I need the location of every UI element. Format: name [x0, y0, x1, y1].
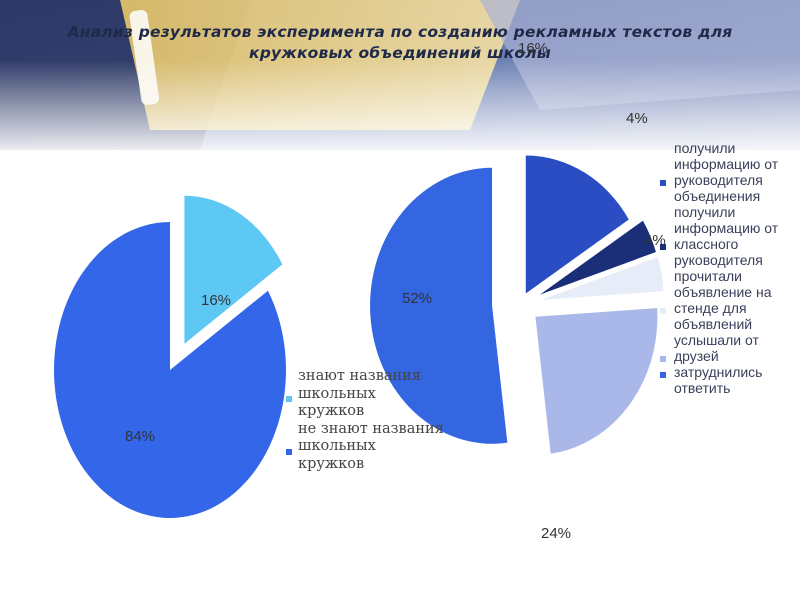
legend-text: не знают названия школьных кружков [298, 420, 444, 472]
legend-text: услышали от друзей [674, 332, 759, 364]
pie1-label-known: 16% [201, 292, 232, 309]
pie2-label-friends: 24% [541, 525, 572, 542]
legend-text: знают названия школьных кружков [298, 368, 421, 419]
legend-swatch [660, 244, 666, 250]
pie2-slice-1 [539, 220, 656, 295]
pie-chart-2 [370, 155, 664, 454]
legend-swatch [660, 372, 666, 378]
legend-swatch [660, 356, 666, 362]
pie2-label-leader: 16% [518, 40, 549, 57]
legend-item: услышали от друзей [660, 332, 792, 364]
title-line-2: кружковых объединений школы [249, 44, 551, 62]
pie2-slice-4 [370, 167, 508, 444]
legend-item: знают названия школьных кружков [286, 368, 446, 421]
pie2-slice-0 [525, 155, 629, 294]
pie1-slice-1 [54, 222, 287, 518]
chart-title: Анализ результатов эксперимента по созда… [0, 22, 800, 64]
pie1-label-unknown: 84% [125, 428, 156, 445]
legend-swatch [286, 396, 292, 402]
legend-swatch [660, 308, 666, 314]
pie2-label-teacher: 4% [626, 110, 648, 127]
pie2-slice-2 [541, 257, 664, 300]
legend-item: не знают названия школьных кружков [286, 421, 446, 474]
pie2-legend: получили информацию от руководителя объе… [660, 140, 792, 396]
decorative-photo-header [0, 0, 800, 160]
pie1-slice-0 [184, 195, 283, 344]
legend-text: затруднились ответить [674, 364, 763, 396]
legend-item: получили информацию от руководителя объе… [660, 140, 792, 204]
legend-text: получили информацию от руководителя объе… [674, 140, 779, 204]
legend-item: прочитали объявление на стенде для объяв… [660, 268, 792, 332]
pie-chart-1 [54, 195, 287, 518]
legend-item: получили информацию от классного руковод… [660, 204, 792, 268]
pie1-legend: знают названия школьных кружков не знают… [286, 368, 446, 473]
pie2-slice-3 [535, 308, 658, 454]
pie2-label-undecided: 52% [402, 290, 433, 307]
legend-item: затруднились ответить [660, 364, 792, 396]
legend-text: прочитали объявление на стенде для объяв… [674, 268, 772, 332]
legend-swatch [660, 180, 666, 186]
legend-swatch [286, 448, 292, 455]
legend-text: получили информацию от классного руковод… [674, 204, 779, 268]
title-line-1: Анализ результатов эксперимента по созда… [67, 23, 733, 41]
